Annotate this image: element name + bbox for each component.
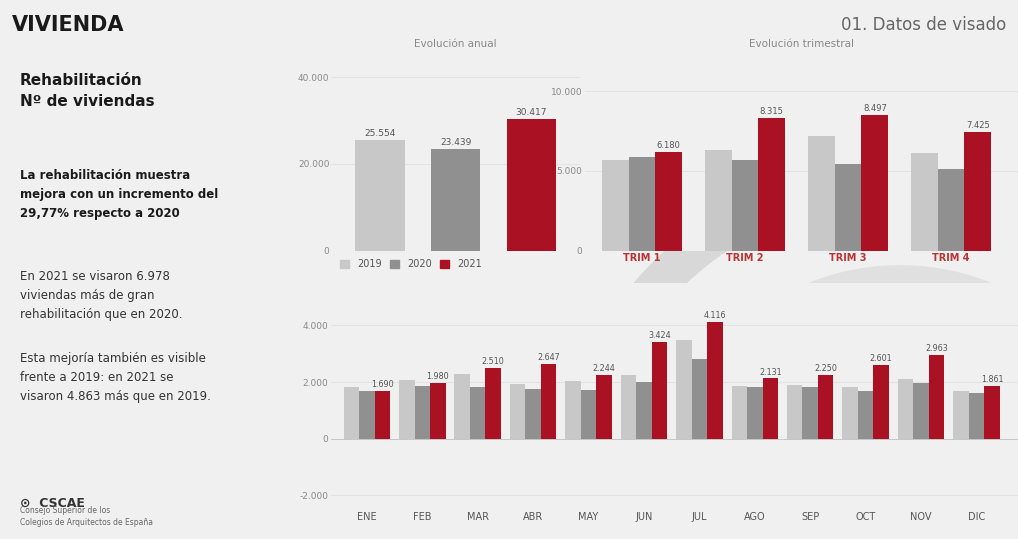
Bar [858,390,873,439]
Bar [430,383,446,439]
Bar [375,391,390,439]
Bar [842,387,858,439]
Title: Evolución trimestral: Evolución trimestral [749,39,854,49]
Bar [704,150,732,251]
Text: 2.647: 2.647 [538,353,560,362]
Bar [597,375,612,439]
Bar [414,386,430,439]
Bar [953,391,969,439]
Text: En 2021 se visaron 6.978
viviendas más de gran
rehabilitación que en 2020.: En 2021 se visaron 6.978 viviendas más d… [19,270,182,321]
Bar [835,164,861,251]
Text: 01. Datos de visado: 01. Datos de visado [841,16,1006,34]
Text: 2.131: 2.131 [759,368,782,377]
Bar [911,153,938,251]
Bar [525,389,541,439]
Bar [602,160,628,251]
Text: 25.554: 25.554 [364,129,396,137]
Bar [969,393,984,439]
Bar [507,119,556,251]
Bar [802,387,817,439]
Bar [344,387,359,439]
Bar [732,160,758,251]
Bar [636,382,652,439]
Bar [541,364,557,439]
Bar [964,132,992,251]
Bar [898,379,913,439]
Bar [747,387,762,439]
Text: 7.425: 7.425 [966,121,989,130]
Text: 1.861: 1.861 [980,375,1003,384]
Bar [581,390,597,439]
Text: Rehabilitación
Nº de viviendas: Rehabilitación Nº de viviendas [19,73,155,109]
Bar [565,381,581,439]
Text: 30.417: 30.417 [515,108,547,116]
Text: 23.439: 23.439 [440,138,471,147]
Bar [708,322,723,439]
Bar [470,387,486,439]
Title: Evolución anual: Evolución anual [414,39,497,49]
Text: 2.963: 2.963 [925,344,948,353]
Bar [431,149,480,251]
Bar [732,386,747,439]
Bar [928,355,945,439]
Bar [656,152,682,251]
Text: 4.116: 4.116 [703,312,726,321]
Bar [787,385,802,439]
Text: VIVIENDA: VIVIENDA [12,15,125,35]
Bar [817,375,834,439]
Legend: 2019, 2020, 2021: 2019, 2020, 2021 [336,255,486,273]
Bar [691,360,708,439]
Text: 2.601: 2.601 [869,354,893,363]
Bar [984,386,1000,439]
Text: 2.244: 2.244 [592,364,616,374]
Text: 8.315: 8.315 [759,107,784,116]
Bar [399,380,414,439]
Bar [913,383,928,439]
Text: La rehabilitación muestra
mejora con un incremento del
29,77% respecto a 2020: La rehabilitación muestra mejora con un … [19,169,218,220]
Text: 6.180: 6.180 [657,141,681,150]
Bar [454,374,470,439]
Text: 1.690: 1.690 [372,380,394,389]
Bar [359,390,375,439]
Text: 1.980: 1.980 [427,372,449,381]
Text: 2.250: 2.250 [814,364,837,373]
Bar [676,340,691,439]
Bar [621,375,636,439]
Bar [758,118,785,251]
Text: ⊙  CSCAE: ⊙ CSCAE [19,496,84,509]
Bar [873,365,889,439]
Bar [486,368,501,439]
Bar [355,140,404,251]
Bar [652,342,667,439]
Bar [938,169,964,251]
Text: 8.497: 8.497 [863,104,887,113]
Text: 2.510: 2.510 [482,357,505,366]
Text: 3.424: 3.424 [648,331,671,340]
Bar [628,156,656,251]
Bar [762,378,778,439]
Bar [510,384,525,439]
Bar [861,115,888,251]
Bar [808,136,835,251]
Text: Consejo Superior de los
Colegios de Arquitectos de España: Consejo Superior de los Colegios de Arqu… [19,506,153,527]
Text: Esta mejoría también es visible
frente a 2019: en 2021 se
visaron 4.863 más que : Esta mejoría también es visible frente a… [19,351,211,403]
